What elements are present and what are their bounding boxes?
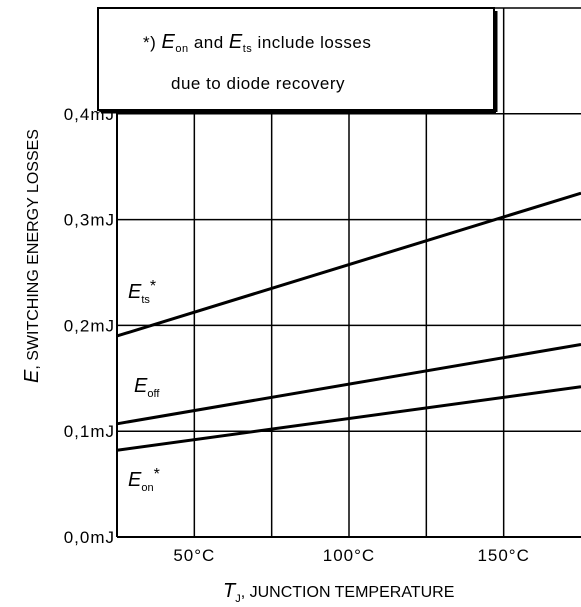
series-label-eon: Eon* (128, 466, 160, 494)
series-line-ets (116, 191, 581, 338)
x-tick-label: 50°C (173, 546, 215, 565)
y-tick-label: 0,3mJ (64, 211, 115, 230)
annotation-line-1: *) Eon and Ets include losses (143, 31, 371, 55)
x-axis-label: TJ, JUNCTION TEMPERATURE (223, 580, 454, 605)
annotation-line-2: due to diode recovery (171, 74, 345, 93)
y-tick-label: 0,2mJ (64, 316, 115, 335)
series-label-eoff: Eoff (134, 375, 160, 400)
series-label-ets: Ets* (128, 278, 156, 306)
series-line-eon (116, 385, 581, 452)
y-axis-label: E, SWITCHING ENERGY LOSSES (21, 129, 43, 383)
x-tick-label: 100°C (323, 546, 375, 565)
y-tick-label: 0,1mJ (64, 422, 115, 441)
series-line-eoff (116, 342, 581, 426)
x-tick-label: 150°C (477, 546, 529, 565)
y-tick-label: 0,0mJ (64, 528, 115, 547)
annotation-box: *) Eon and Ets include losses due to dio… (97, 7, 498, 114)
